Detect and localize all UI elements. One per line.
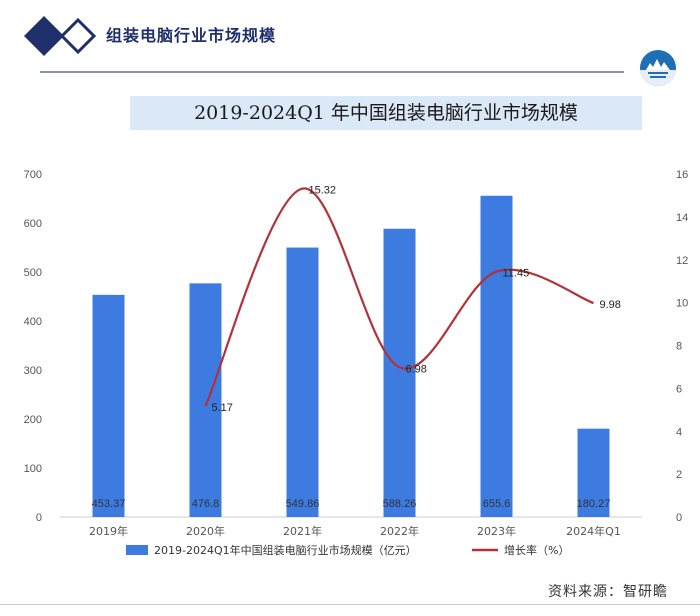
header-title: 组装电脑行业市场规模	[106, 26, 277, 45]
y-left-tick-label: 600	[24, 218, 42, 230]
chart-title: 2019-2024Q1 年中国组装电脑行业市场规模	[194, 102, 578, 124]
growth-rate-line	[204, 187, 594, 407]
y-right-tick-label: 14	[676, 212, 688, 224]
growth-value-label: 5.17	[212, 402, 233, 414]
growth-value-label: 9.98	[600, 299, 621, 311]
bar-value-label: 655.6	[483, 498, 511, 510]
x-tick-label: 2023年	[477, 524, 516, 538]
y-left-tick-label: 200	[24, 414, 42, 426]
footer-divider	[0, 604, 700, 605]
y-left-tick-label: 400	[24, 316, 42, 328]
bar	[577, 428, 610, 517]
bar-value-label: 180.27	[577, 498, 611, 510]
y-right-tick-label: 6	[676, 383, 682, 395]
x-tick-label: 2019年	[89, 524, 128, 538]
y-left-tick-label: 100	[24, 463, 42, 475]
y-left-tick-label: 500	[24, 267, 42, 279]
legend-bar-swatch	[126, 545, 148, 555]
growth-value-label: 6.98	[406, 363, 427, 375]
bar	[286, 247, 319, 517]
bar-value-label: 476.8	[192, 498, 220, 510]
x-tick-label: 2022年	[380, 524, 419, 538]
y-left-tick-label: 300	[24, 365, 42, 377]
bar-value-label: 588.26	[383, 498, 417, 510]
bar	[383, 228, 416, 517]
y-right-tick-label: 16	[676, 169, 688, 181]
market-size-chart: 0 100 200 300 400 500 600 700 0 2 4 6 8 10 12 14 16 453.3…	[24, 169, 689, 557]
report-header: 组装电脑行业市场规模	[0, 0, 700, 86]
y-left-tick-label: 700	[24, 169, 42, 181]
bar	[92, 294, 125, 517]
header-divider	[40, 71, 624, 73]
x-tick-label: 2024年Q1	[566, 524, 621, 538]
bar-value-label: 453.37	[92, 498, 126, 510]
x-tick-label: 2021年	[283, 524, 322, 538]
y-right-tick-label: 0	[676, 512, 682, 524]
data-source: 资料来源：智研瞻	[548, 584, 668, 600]
x-tick-label: 2020年	[186, 524, 225, 538]
diamond-logo-icon	[24, 16, 97, 56]
y-right-tick-label: 2	[676, 469, 682, 481]
chart-title-band: 2019-2024Q1 年中国组装电脑行业市场规模	[130, 96, 642, 130]
growth-value-label: 11.45	[503, 268, 530, 280]
y-right-tick-label: 10	[676, 298, 688, 310]
bar	[189, 283, 222, 517]
y-right-tick-label: 8	[676, 341, 682, 353]
growth-value-label: 15.32	[309, 185, 337, 197]
y-right-tick-label: 4	[676, 426, 682, 438]
y-left-tick-label: 0	[36, 512, 42, 524]
y-right-tick-label: 12	[676, 255, 688, 267]
bar-value-label: 549.86	[286, 498, 320, 510]
brand-badge-icon	[640, 50, 676, 86]
bar	[480, 195, 513, 518]
legend-bar-label: 2019-2024Q1年中国组装电脑行业市场规模（亿元）	[154, 543, 417, 557]
legend-line-label: 增长率（%）	[504, 543, 569, 557]
